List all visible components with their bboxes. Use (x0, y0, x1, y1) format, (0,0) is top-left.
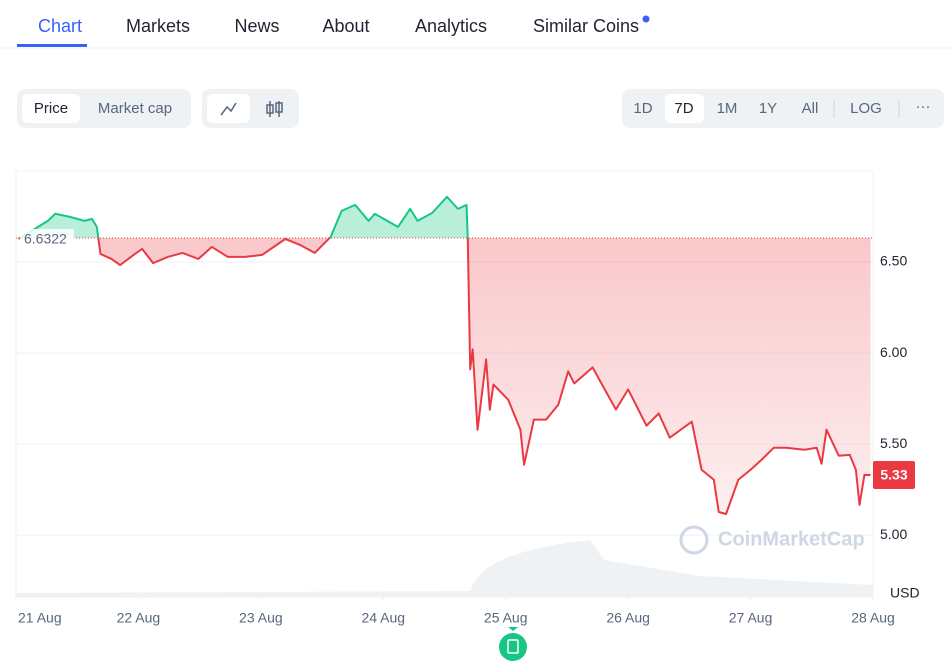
baseline-label: 6.6322 (24, 231, 67, 247)
x-tick-label: 25 Aug (484, 610, 528, 626)
baseline-label-bg (20, 228, 74, 247)
x-tick-label: 23 Aug (239, 610, 283, 626)
current-price: 5.33 (880, 467, 907, 483)
watermark-logo (679, 525, 709, 555)
area-down (18, 237, 871, 514)
watermark: CoinMarketCap (718, 528, 865, 550)
toggle-button[interactable]: Price (34, 100, 68, 117)
range-button[interactable]: LOG (850, 100, 882, 117)
tab[interactable]: News (234, 16, 279, 36)
notification-dot (642, 15, 650, 23)
range-active (665, 94, 704, 123)
x-tick-label: 26 Aug (606, 610, 650, 626)
candle-button[interactable] (266, 101, 283, 117)
current-price-bg (873, 461, 915, 490)
news-pointer (508, 627, 518, 631)
price-line (17, 195, 871, 515)
tab[interactable]: About (322, 16, 369, 36)
y-tick-label: 5.00 (880, 526, 907, 542)
volume-decor (16, 540, 873, 597)
range-button[interactable]: 1Y (759, 100, 777, 117)
tab[interactable]: Markets (126, 16, 190, 36)
y-tick-label: 5.50 (880, 435, 907, 451)
line-icon (220, 102, 237, 116)
toggle-active (22, 94, 80, 123)
tab[interactable]: Chart (38, 16, 82, 36)
news-marker[interactable] (499, 633, 527, 661)
x-tick-label: 27 Aug (729, 610, 773, 626)
range-button[interactable]: 7D (674, 100, 693, 117)
y-tick-label: 6.00 (880, 344, 907, 360)
y-tick-label: 6.50 (880, 253, 907, 269)
range-button[interactable]: All (802, 100, 819, 117)
x-tick-label: 28 Aug (851, 610, 895, 626)
news-icon (507, 639, 519, 654)
x-tick-label: 24 Aug (361, 610, 405, 626)
range-button[interactable]: 1M (717, 100, 738, 117)
tab[interactable]: Similar Coins (533, 16, 639, 36)
tab-underline (17, 44, 87, 47)
x-tick-label: 22 Aug (117, 610, 161, 626)
y-unit: USD (890, 585, 920, 601)
more-button[interactable]: ··· (916, 98, 931, 115)
tab[interactable]: Analytics (415, 16, 487, 36)
toggle-button[interactable]: Market cap (98, 100, 172, 117)
x-tick-label: 21 Aug (18, 610, 62, 626)
plot: 5.00 5.50 6.00 6.50 21 Aug 22 Aug 23 Aug 24 Aug… (15, 195, 915, 626)
area-up (18, 196, 871, 238)
range-button[interactable]: 1D (633, 100, 652, 117)
